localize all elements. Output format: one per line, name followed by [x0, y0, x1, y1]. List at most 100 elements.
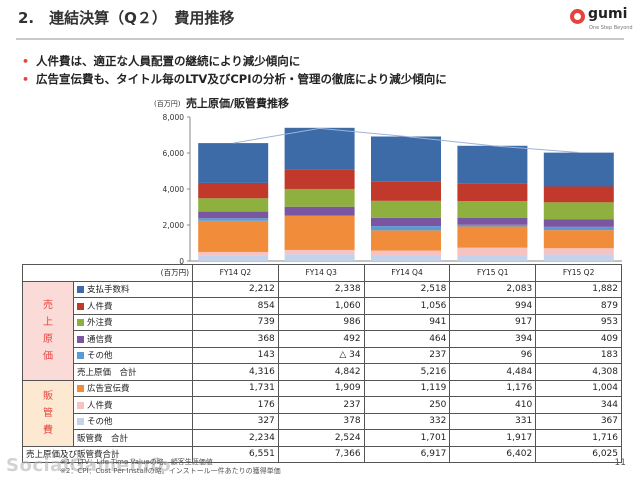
- value-cell: 183: [535, 346, 622, 364]
- stacked-bar-segment: [284, 215, 355, 250]
- value-cell: 1,909: [277, 379, 365, 397]
- value-cell: 1,882: [535, 280, 622, 298]
- title-rule: [16, 38, 624, 40]
- stacked-bar-segment: [284, 254, 355, 261]
- row-label-text: その他: [87, 351, 113, 362]
- y-tick-label: 4,000: [163, 185, 185, 194]
- value-cell: 96: [449, 346, 537, 364]
- group-label-char: 管: [43, 407, 53, 419]
- stacked-bar-segment: [284, 206, 355, 216]
- group-label-char: 上: [43, 316, 53, 328]
- stacked-bar-segment: [198, 218, 269, 221]
- value-cell: 6,025: [535, 445, 622, 463]
- value-cell: 854: [192, 297, 279, 315]
- logo-text: gumi: [588, 6, 628, 22]
- logo-pin-icon: [570, 9, 585, 24]
- stacked-bar-segment: [371, 200, 441, 218]
- watermark: SocialGameInfo: [6, 455, 172, 476]
- stacked-bar-segment: [284, 249, 355, 255]
- legend-swatch: [77, 319, 84, 327]
- value-cell: 6,402: [449, 445, 537, 463]
- value-cell: △ 34: [277, 346, 365, 364]
- row-label-text: 支払手数料: [87, 285, 130, 296]
- stacked-bar-segment: [198, 182, 269, 199]
- table-row: 人件費 176 237 250 410 344: [23, 396, 622, 414]
- value-cell: 994: [449, 297, 537, 315]
- value-cell: 1,917: [449, 429, 537, 447]
- stacked-bar-segment: [543, 226, 614, 231]
- row-label: 支払手数料: [73, 280, 193, 298]
- row-label-text: 人件費: [87, 400, 113, 411]
- value-cell: 941: [363, 313, 451, 331]
- stacked-bar-segment: [457, 183, 528, 202]
- legend-swatch: [77, 335, 84, 343]
- value-cell: 176: [192, 396, 279, 414]
- value-cell: 237: [277, 396, 365, 414]
- value-cell: 250: [363, 396, 451, 414]
- value-cell: 1,731: [192, 379, 279, 397]
- value-cell: 1,060: [277, 297, 365, 315]
- stacked-bar-segment: [371, 250, 441, 256]
- row-label-text: 外注費: [87, 318, 113, 329]
- row-label: 売上原価及び販管費合計: [22, 445, 193, 463]
- bullet-item: • 人件費は、適正な人員配置の継続により減少傾向に: [22, 52, 447, 70]
- value-cell: 368: [192, 330, 279, 348]
- legend-swatch: [77, 385, 84, 393]
- stacked-bar-segment: [457, 226, 528, 248]
- group-label-char: 価: [43, 350, 53, 362]
- row-label: 販管費 合計: [73, 429, 193, 447]
- table-row: 外注費 739 986 941 917 953: [23, 313, 622, 331]
- row-label: 外注費: [73, 313, 193, 331]
- y-tick-label: 6,000: [163, 149, 185, 158]
- stacked-bar-segment: [543, 219, 614, 227]
- value-cell: 2,234: [192, 429, 279, 447]
- value-cell: 2,083: [449, 280, 537, 298]
- table-row: その他 327 378 332 331 367: [23, 412, 622, 430]
- value-cell: 344: [535, 396, 622, 414]
- stacked-bar-segment: [543, 152, 614, 187]
- row-label: 広告宣伝費: [73, 379, 193, 397]
- gumi-logo: gumi One Step Beyond: [570, 6, 633, 36]
- value-cell: 1,701: [363, 429, 451, 447]
- row-label: その他: [73, 412, 193, 430]
- stacked-bar-segment: [198, 251, 269, 256]
- table-column-header: FY14 Q3: [277, 264, 365, 282]
- row-label-text: 人件費: [87, 301, 113, 312]
- stacked-bar-segment: [457, 201, 528, 218]
- table-header-row: (百万円) FY14 Q2 FY14 Q3 FY14 Q4 FY15 Q1 FY15 Q2: [22, 264, 622, 282]
- logo-subtext: One Step Beyond: [589, 25, 633, 31]
- bullet-dot-icon: •: [22, 54, 30, 68]
- stacked-bar-segment: [198, 198, 269, 212]
- stacked-bar-segment: [198, 220, 269, 252]
- stacked-bar-segment: [457, 145, 528, 184]
- stacked-bar-segment: [371, 181, 441, 201]
- stacked-bar-segment: [371, 230, 441, 251]
- row-label: 人件費: [73, 297, 193, 315]
- group-label-sga: 販管費: [22, 379, 74, 447]
- row-label: 人件費: [73, 396, 193, 414]
- value-cell: 394: [449, 330, 537, 348]
- stacked-bar-segment: [543, 186, 614, 203]
- group-label-char: 売: [43, 299, 53, 311]
- table-row: その他 143 △ 34 237 96 183: [23, 346, 622, 364]
- legend-swatch: [77, 352, 84, 360]
- bullet-list: • 人件費は、適正な人員配置の継続により減少傾向に • 広告宣伝費も、タイトル毎…: [22, 52, 447, 88]
- value-cell: 4,308: [535, 363, 622, 381]
- legend-swatch: [77, 401, 84, 409]
- page-number: 11: [614, 458, 626, 468]
- subtotal-row: 販管費 合計 2,234 2,524 1,701 1,917 1,716: [23, 429, 622, 447]
- row-label-text: 通信費: [87, 334, 113, 345]
- value-cell: 464: [363, 330, 451, 348]
- table-row: 販管費 広告宣伝費 1,731 1,909 1,119 1,176 1,004: [22, 379, 622, 447]
- stacked-bar-segment: [371, 255, 441, 261]
- value-cell: 953: [535, 313, 622, 331]
- value-cell: 4,842: [277, 363, 365, 381]
- y-tick-label: 8,000: [163, 113, 185, 122]
- y-tick-label: 2,000: [163, 221, 185, 230]
- stacked-bar-segment: [543, 248, 614, 255]
- value-cell: 739: [192, 313, 279, 331]
- value-cell: 1,056: [363, 297, 451, 315]
- y-tick-label: 0: [179, 257, 184, 266]
- legend-swatch: [77, 302, 84, 310]
